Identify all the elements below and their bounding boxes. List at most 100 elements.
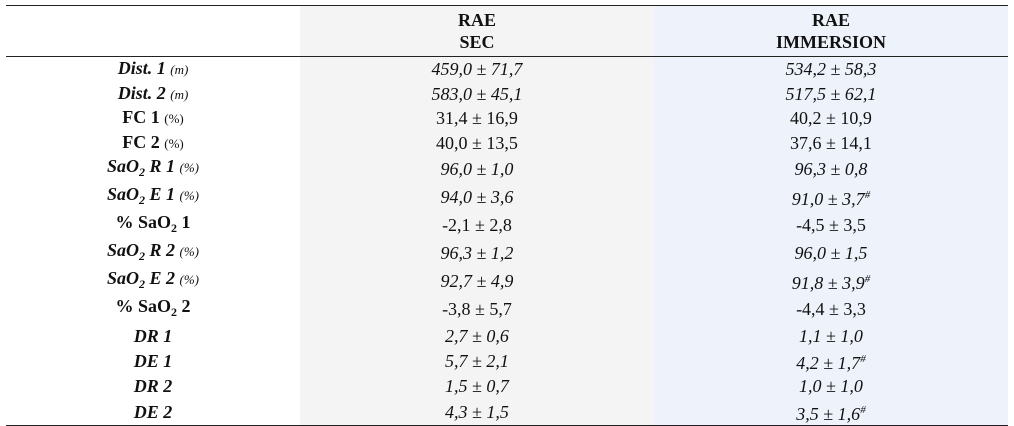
label-text: % SaO [115,212,171,233]
table-row: FC 1 (%) 31,4 ± 16,9 40,2 ± 10,9 [6,106,1008,131]
table-row: Dist. 2 (m) 583,0 ± 45,1 517,5 ± 62,1 [6,81,1008,107]
table-row: DE 2 4,3 ± 1,5 3,5 ± 1,6# [6,398,1008,426]
value-cell: 96,0 ± 1,0 [300,155,654,184]
table-row: SaO2 R 1 (%) 96,0 ± 1,0 96,3 ± 0,8 [6,155,1008,184]
row-label: Dist. 1 (m) [6,57,300,82]
label-text: Dist. 2 [117,82,166,103]
row-label: FC 1 (%) [6,106,300,131]
significance-mark: # [860,403,866,416]
table-row: DR 1 2,7 ± 0,6 1,1 ± 1,0 [6,323,1008,348]
table-row: SaO2 E 2 (%) 92,7 ± 4,9 91,8 ± 3,9# [6,267,1008,296]
page: {"table": { "header": [["RAE", "SEC"], [… [6,5,1008,426]
subscript: 2 [139,193,145,208]
label-text: DE 2 [133,401,173,422]
label-text: 2 [177,296,191,317]
value-cell: 96,3 ± 1,2 [300,239,654,268]
value-text: 583,0 ± 45,1 [431,83,523,104]
unit: (m) [170,62,189,78]
value-cell: 4,3 ± 1,5 [300,398,654,426]
value-text: 1,0 ± 1,0 [799,376,863,397]
row-label: FC 2 (%) [6,131,300,156]
value-cell: -2,1 ± 2,8 [300,211,654,240]
value-text: 40,0 ± 13,5 [436,133,518,154]
table-row: % SaO2 1 -2,1 ± 2,8 -4,5 ± 3,5 [6,211,1008,240]
value-cell: 92,7 ± 4,9 [300,267,654,296]
value-text: 517,5 ± 62,1 [785,83,877,104]
label-text: % SaO [115,296,171,317]
row-label: DR 2 [6,374,300,399]
table-row: % SaO2 2 -3,8 ± 5,7 -4,4 ± 3,3 [6,295,1008,324]
column-header: RAE IMMERSION [654,5,1008,57]
header-line: IMMERSION [775,32,886,52]
value-cell: -3,8 ± 5,7 [300,295,654,324]
label-text: E 1 [145,184,176,205]
value-text: 534,2 ± 58,3 [785,59,877,80]
label-text: SaO [106,184,139,205]
value-cell: 37,6 ± 14,1 [654,130,1008,156]
value-text: 94,0 ± 3,6 [440,187,514,208]
value-cell: 459,0 ± 71,7 [300,56,654,82]
value-cell: 2,7 ± 0,6 [300,323,654,348]
label-text: Dist. 1 [117,58,166,79]
value-cell: 1,0 ± 1,0 [654,373,1008,399]
value-cell: 96,3 ± 0,8 [654,155,1008,184]
significance-mark: # [864,189,871,202]
value-text: 96,0 ± 1,0 [440,159,514,180]
label-text: DR 1 [133,325,173,346]
header-line: RAE [811,10,850,30]
value-cell: 3,5 ± 1,6# [654,398,1008,426]
value-text: 37,6 ± 14,1 [790,133,872,154]
row-label: SaO2 E 1 (%) [6,183,300,211]
value-text: 96,3 ± 0,8 [794,159,868,180]
row-label: % SaO2 1 [6,211,300,239]
unit: (%) [179,160,200,176]
table-header: RAE SEC RAE IMMERSION [6,5,1008,57]
value-cell: 1,5 ± 0,7 [300,373,654,399]
label-text: 1 [177,212,191,233]
label-text: DE 1 [133,350,173,371]
row-label: SaO2 E 2 (%) [6,267,300,295]
label-text: FC 2 [122,132,160,153]
unit: (%) [164,136,184,152]
value-text: -4,5 ± 3,5 [796,215,866,236]
table-row: Dist. 1 (m) 459,0 ± 71,7 534,2 ± 58,3 [6,56,1008,82]
row-label: DE 2 [6,399,300,426]
value-text: -3,8 ± 5,7 [442,299,512,320]
table-row: DR 2 1,5 ± 0,7 1,0 ± 1,0 [6,373,1008,399]
value-cell: 91,8 ± 3,9# [654,267,1008,296]
label-text: R 1 [145,156,176,177]
value-cell: 40,2 ± 10,9 [654,106,1008,131]
value-cell: 583,0 ± 45,1 [300,81,654,107]
unit: (%) [164,111,184,127]
header-line: SEC [459,32,495,52]
table-row: SaO2 R 2 (%) 96,3 ± 1,2 96,0 ± 1,5 [6,239,1008,268]
value-text: -2,1 ± 2,8 [442,215,512,236]
value-text: 5,7 ± 2,1 [445,350,509,371]
unit: (%) [179,244,200,260]
value-cell: 534,2 ± 58,3 [654,56,1008,82]
subscript: 2 [139,277,145,292]
subscript: 2 [171,221,177,236]
subscript: 2 [139,249,145,264]
value-cell: 91,0 ± 3,7# [654,183,1008,212]
value-cell: 4,2 ± 1,7# [654,347,1008,374]
row-label: DR 1 [6,323,300,348]
value-cell: 31,4 ± 16,9 [300,106,654,131]
subscript: 2 [139,165,145,180]
subscript: 2 [171,305,177,320]
table-row: FC 2 (%) 40,0 ± 13,5 37,6 ± 14,1 [6,130,1008,156]
value-text: 2,7 ± 0,6 [445,325,509,346]
value-text: 91,8 ± 3,9 [791,273,865,294]
significance-mark: # [864,273,871,286]
header-line: RAE [457,10,496,30]
label-text: FC 1 [122,107,160,128]
value-text: 40,2 ± 10,9 [790,108,872,129]
header-empty [6,6,300,57]
unit: (%) [179,272,200,288]
value-text: 4,3 ± 1,5 [445,401,509,422]
value-text: 1,1 ± 1,0 [799,325,863,346]
column-header: RAE SEC [300,5,654,57]
table-body: Dist. 1 (m) 459,0 ± 71,7 534,2 ± 58,3 Dist.… [6,56,1008,426]
header-row: RAE SEC RAE IMMERSION [6,5,1008,57]
label-text: SaO [106,156,139,177]
